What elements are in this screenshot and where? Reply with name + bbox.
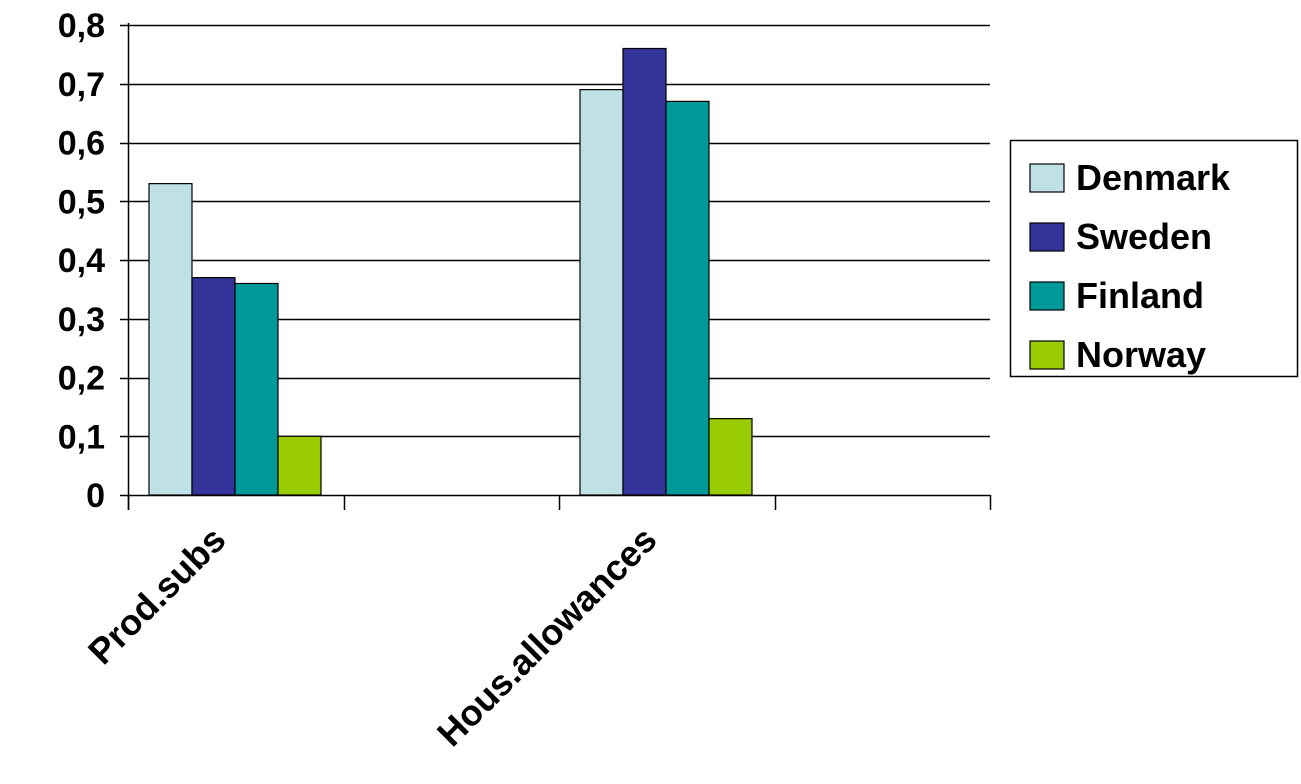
legend-label-sweden: Sweden bbox=[1076, 216, 1212, 257]
y-tick-label: 0,5 bbox=[58, 183, 105, 221]
y-tick-label: 0,8 bbox=[58, 7, 105, 45]
legend-label-denmark: Denmark bbox=[1076, 157, 1231, 198]
y-tick-label: 0,7 bbox=[58, 66, 105, 104]
y-tick-labels: 0 0,1 0,2 0,3 0,4 0,5 0,6 0,7 0,8 bbox=[58, 7, 105, 515]
y-tick-label: 0 bbox=[86, 477, 105, 515]
bars bbox=[148, 47, 753, 496]
bar-finland-2 bbox=[665, 100, 710, 496]
legend-swatch-sweden bbox=[1029, 222, 1065, 252]
bar-denmark-0 bbox=[148, 183, 193, 496]
bar-norway-2 bbox=[708, 418, 753, 496]
bar-sweden-2 bbox=[622, 47, 667, 496]
bar-norway-0 bbox=[277, 435, 322, 496]
y-tick-label: 0,6 bbox=[58, 125, 105, 163]
bar-sweden-0 bbox=[191, 277, 236, 496]
legend-swatch-norway bbox=[1029, 340, 1065, 370]
x-tick-label: Prod.subs bbox=[80, 519, 233, 672]
y-tick-label: 0,2 bbox=[58, 360, 105, 398]
x-tick-labels: Prod.subs Hous.allowances bbox=[80, 519, 664, 755]
y-tick-label: 0,1 bbox=[58, 418, 105, 456]
x-tick-label: Hous.allowances bbox=[429, 519, 665, 755]
bar-denmark-2 bbox=[579, 89, 624, 496]
legend: Denmark Sweden Finland Norway bbox=[1009, 139, 1299, 378]
y-tick-label: 0,3 bbox=[58, 301, 105, 339]
legend-swatch-finland bbox=[1029, 281, 1065, 311]
y-tick-label: 0,4 bbox=[58, 242, 105, 280]
legend-label-finland: Finland bbox=[1076, 275, 1204, 316]
axes bbox=[120, 23, 992, 510]
bar-finland-0 bbox=[234, 282, 279, 496]
legend-swatch-denmark bbox=[1029, 163, 1065, 193]
legend-label-norway: Norway bbox=[1076, 334, 1206, 375]
